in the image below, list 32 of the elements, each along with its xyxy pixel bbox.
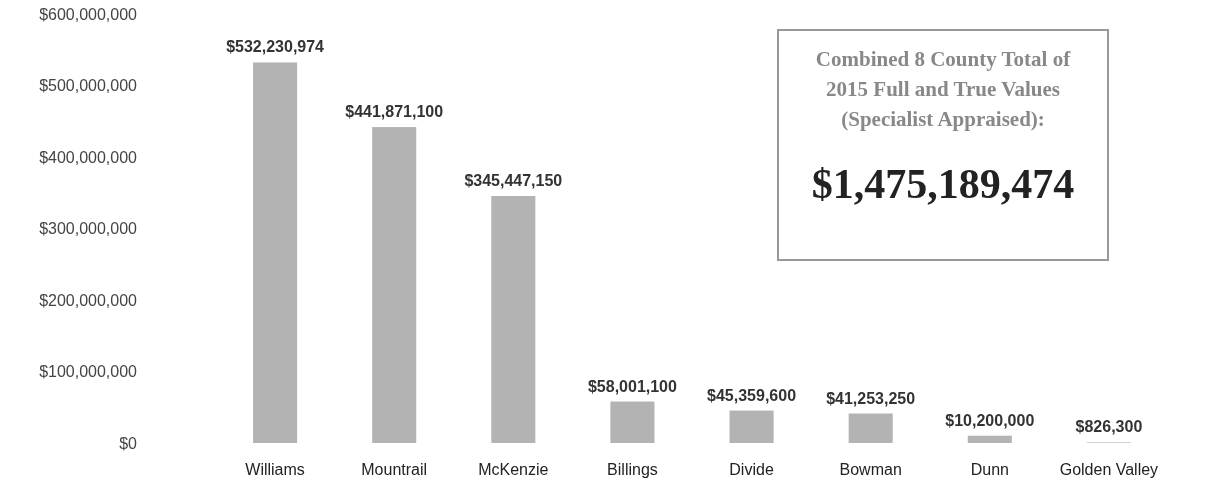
x-tick-label: Bowman: [839, 461, 902, 478]
bar: [729, 410, 774, 443]
x-tick-label: Mountrail: [361, 461, 428, 478]
bar: [848, 413, 893, 443]
bar: [610, 401, 655, 443]
bar: [372, 127, 417, 443]
x-tick-label: Dunn: [970, 461, 1009, 478]
y-tick-label: $100,000,000: [39, 363, 138, 381]
x-tick-label: Billings: [607, 461, 658, 478]
x-tick-label: Williams: [245, 461, 305, 478]
y-tick-label: $400,000,000: [39, 148, 138, 166]
x-tick-label: McKenzie: [478, 461, 549, 478]
bar: [967, 435, 1012, 443]
data-label: $441,871,100: [345, 103, 444, 121]
annotation: $1,475,189,474: [811, 161, 1075, 207]
data-label: $10,200,000: [945, 411, 1035, 429]
data-label: $58,001,100: [587, 377, 678, 395]
data-label: $45,359,600: [707, 386, 797, 404]
data-label: $826,300: [1075, 418, 1143, 436]
bar: [253, 62, 298, 443]
data-label: $345,447,150: [464, 172, 563, 190]
y-tick-label: $300,000,000: [39, 220, 138, 238]
x-tick-label: Divide: [729, 461, 774, 478]
data-label: $532,230,974: [226, 38, 325, 56]
data-label: $41,253,250: [826, 389, 916, 407]
x-tick-label: Golden Valley: [1059, 461, 1159, 478]
y-tick-label: $600,000,000: [39, 5, 138, 23]
y-tick-label: $500,000,000: [39, 77, 138, 95]
y-tick-label: $200,000,000: [39, 291, 138, 309]
y-tick-label: $0: [119, 434, 138, 452]
annotation: Combined 8 County Total of 2015 Full and True Values (Specialist Appraised):: [815, 47, 1072, 131]
bar: [491, 196, 536, 443]
